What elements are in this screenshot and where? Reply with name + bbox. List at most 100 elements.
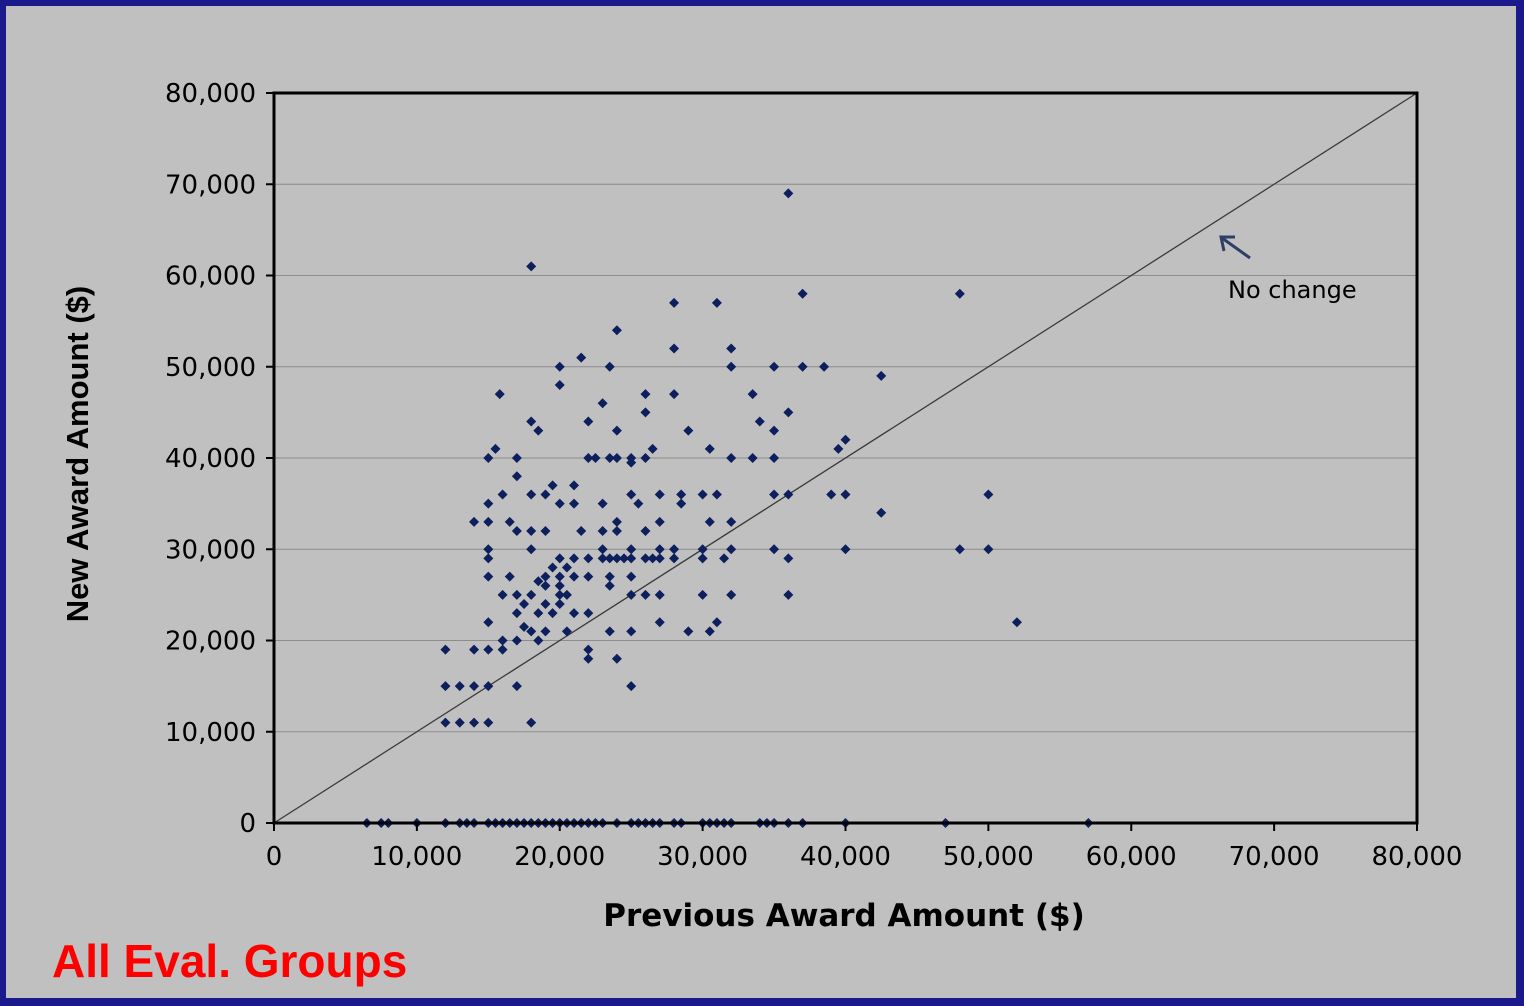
- data-point: [526, 416, 537, 427]
- data-point: [554, 589, 565, 600]
- data-point: [576, 526, 587, 536]
- data-point: [576, 352, 587, 363]
- data-point: [840, 434, 851, 445]
- data-point: [726, 544, 737, 555]
- data-point: [697, 589, 708, 600]
- data-point: [440, 681, 451, 692]
- data-point: [726, 516, 737, 527]
- data-point: [504, 571, 515, 582]
- data-point: [747, 389, 758, 400]
- annotation-text: No change: [1228, 276, 1357, 304]
- data-point: [519, 599, 530, 609]
- data-point: [669, 297, 680, 308]
- data-point: [797, 361, 808, 372]
- data-point: [554, 498, 565, 509]
- data-point: [726, 589, 737, 600]
- data-point: [626, 489, 637, 500]
- data-point: [561, 562, 572, 573]
- data-point: [540, 489, 551, 500]
- chart-frame: 0 10,000 20,000 30,000 40,000 50,000 60,000 70,…: [6, 6, 1516, 998]
- data-point: [526, 544, 537, 555]
- data-point: [554, 599, 565, 609]
- data-point: [597, 544, 608, 555]
- no-change-line: [273, 92, 1418, 824]
- data-point: [583, 453, 594, 463]
- data-point: [711, 297, 722, 308]
- data-point: [797, 288, 808, 299]
- data-point: [640, 389, 651, 400]
- data-point: [819, 361, 830, 372]
- data-point: [626, 553, 637, 564]
- data-point: [533, 635, 544, 646]
- data-point: [640, 526, 651, 536]
- data-point: [469, 644, 480, 655]
- data-point: [497, 489, 508, 500]
- data-point: [654, 489, 665, 500]
- data-point: [483, 498, 494, 509]
- data-point: [440, 644, 451, 655]
- y-tick-label: 40,000: [165, 444, 256, 474]
- data-point: [604, 453, 615, 463]
- data-point: [526, 489, 537, 500]
- data-point: [483, 681, 494, 692]
- data-point: [490, 443, 501, 454]
- data-point: [611, 325, 622, 336]
- data-point: [483, 571, 494, 582]
- data-point: [511, 589, 522, 600]
- data-point: [640, 407, 651, 418]
- data-point: [840, 544, 851, 555]
- data-point: [704, 626, 715, 637]
- data-point: [511, 681, 522, 692]
- y-tick-label: 60,000: [165, 262, 256, 292]
- data-point: [504, 516, 515, 527]
- data-point: [569, 498, 580, 509]
- data-point: [547, 480, 558, 491]
- data-point: [597, 526, 608, 536]
- data-point: [454, 681, 465, 692]
- data-point: [483, 617, 494, 628]
- data-point: [483, 553, 494, 564]
- data-point: [483, 644, 494, 655]
- y-axis-title: New Award Amount ($): [60, 286, 95, 622]
- data-point: [626, 681, 637, 692]
- data-point: [783, 407, 794, 418]
- data-point: [526, 626, 537, 637]
- data-point: [769, 361, 780, 372]
- data-point: [647, 553, 658, 564]
- data-point: [511, 471, 522, 482]
- data-point: [569, 553, 580, 564]
- data-point: [833, 443, 844, 454]
- data-point: [526, 717, 537, 728]
- data-point: [611, 653, 622, 664]
- data-point: [654, 553, 665, 564]
- data-point: [826, 489, 837, 500]
- data-point: [697, 489, 708, 500]
- data-point: [526, 589, 537, 600]
- x-tick-label: 0: [266, 842, 283, 872]
- data-points: [361, 188, 1094, 828]
- data-point: [983, 489, 994, 500]
- data-point: [519, 621, 530, 632]
- data-point: [547, 562, 558, 573]
- data-point: [747, 453, 758, 463]
- data-point: [626, 544, 637, 555]
- y-tick-label: 50,000: [165, 353, 256, 383]
- tick-labels: 0 10,000 20,000 30,000 40,000 50,000 60,000 70,…: [165, 79, 1462, 872]
- data-point: [840, 489, 851, 500]
- data-point: [633, 498, 644, 509]
- data-point: [604, 571, 615, 582]
- x-tick-label: 70,000: [1229, 842, 1320, 872]
- data-point: [540, 526, 551, 536]
- reference-line-group: [273, 92, 1418, 824]
- data-point: [554, 580, 565, 591]
- data-point: [533, 608, 544, 619]
- data-point: [626, 457, 637, 468]
- data-point: [983, 544, 994, 555]
- data-point: [683, 626, 694, 637]
- y-tick-label: 10,000: [165, 718, 256, 748]
- data-point: [533, 425, 544, 436]
- data-point: [440, 717, 451, 728]
- data-point: [561, 589, 572, 600]
- data-point: [561, 626, 572, 637]
- data-point: [583, 416, 594, 427]
